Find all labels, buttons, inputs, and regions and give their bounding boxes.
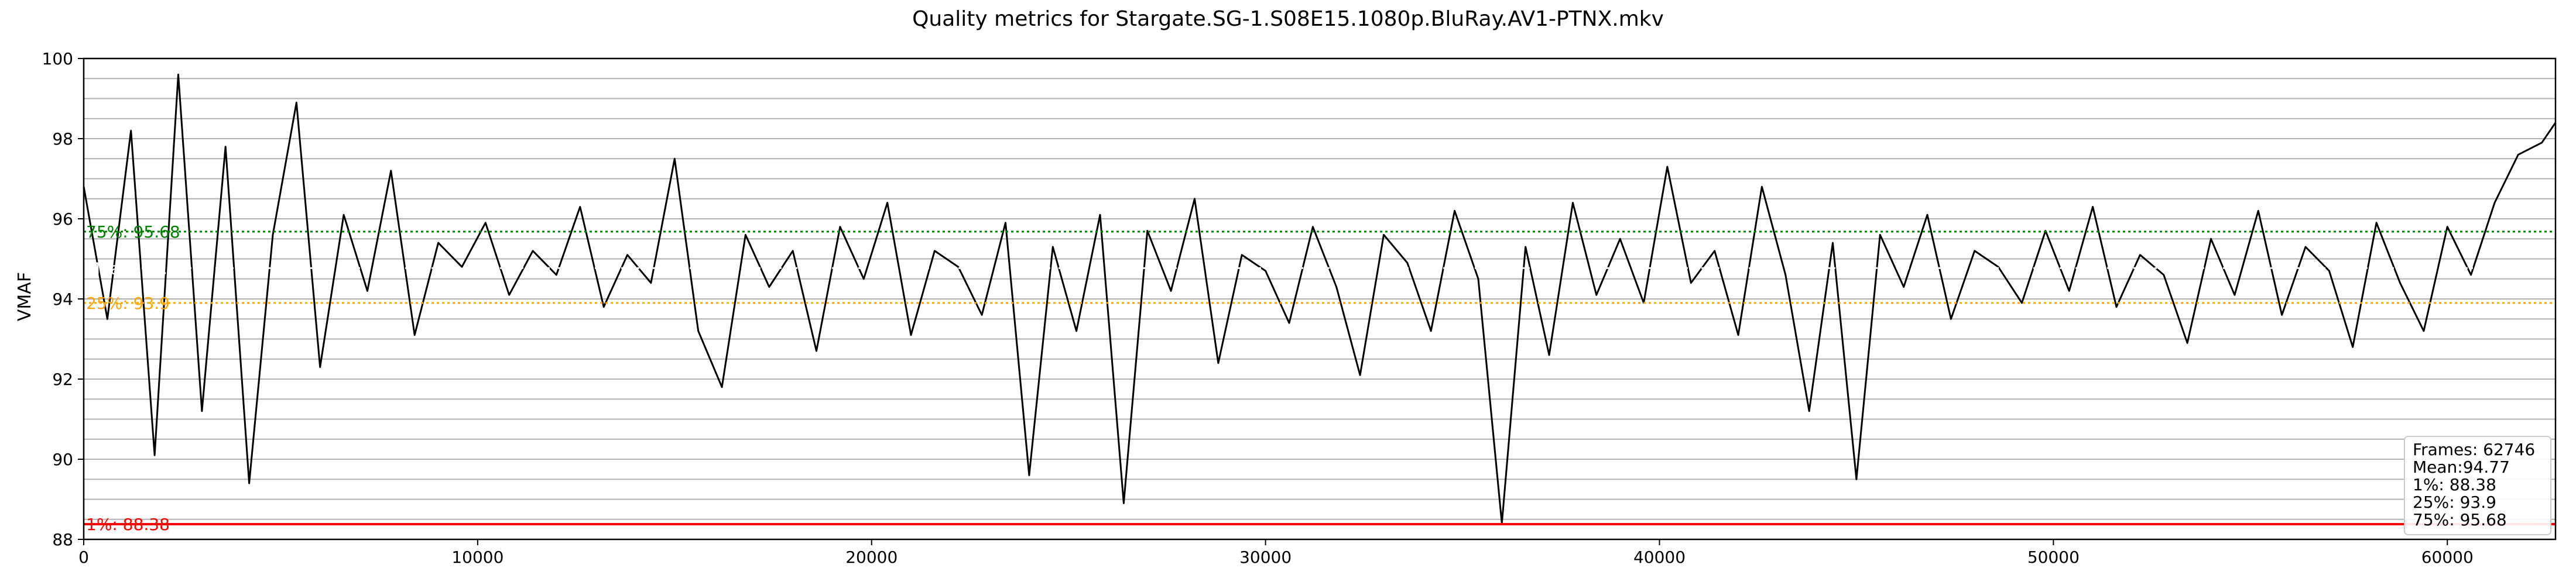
legend-frame	[2404, 436, 2551, 535]
x-tick-label: 40000	[1633, 548, 1686, 567]
x-tick-label: 10000	[451, 548, 503, 567]
y-tick-label: 94	[52, 290, 73, 309]
chart-title: Quality metrics for Stargate.SG-1.S08E15…	[912, 7, 1664, 31]
y-tick-label: 96	[52, 209, 73, 229]
reference-line-label: Mean: 94.77	[86, 259, 189, 278]
x-tick-label: 50000	[2027, 548, 2080, 567]
reference-line-label: 75%: 95.68	[86, 222, 180, 242]
x-tick-label: 60000	[2421, 548, 2474, 567]
reference-line-label: 1%: 88.38	[86, 515, 170, 534]
legend-entry: 75%: 95.68	[2413, 510, 2507, 529]
legend-entry: Frames: 62746	[2413, 440, 2535, 459]
reference-line-label: 25%: 93.9	[86, 294, 170, 313]
y-tick-label: 92	[52, 370, 73, 389]
y-tick-label: 90	[52, 450, 73, 469]
series-line-0	[83, 73, 2557, 525]
x-tick-label: 20000	[845, 548, 898, 567]
x-tick-label: 0	[78, 548, 89, 567]
y-tick-label: 88	[52, 530, 73, 549]
y-tick-label: 98	[52, 129, 73, 149]
y-tick-label: 100	[42, 49, 73, 68]
legend-entry: 1%: 88.38	[2413, 475, 2496, 494]
y-axis-label: VMAF	[15, 272, 35, 321]
x-tick-label: 30000	[1239, 548, 1292, 567]
legend-entry: Mean:94.77	[2413, 457, 2510, 477]
legend-entry: 25%: 93.9	[2413, 493, 2496, 512]
